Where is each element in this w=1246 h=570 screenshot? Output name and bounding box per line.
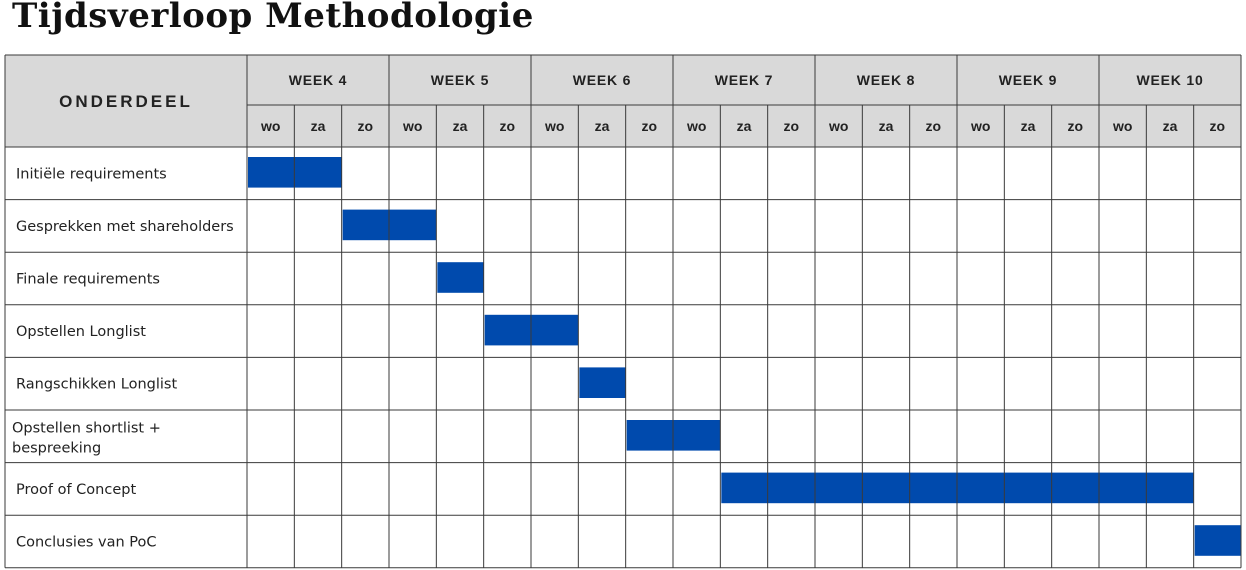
header-background [5,55,1241,147]
task-label: Opstellen Longlist [16,324,146,340]
day-label: wo [544,118,564,134]
day-label: za [1021,118,1036,134]
day-label: wo [970,118,990,134]
task-label: Opstellen shortlist + bespreeking [12,420,161,456]
task-bar [579,367,626,398]
day-label: zo [358,118,374,134]
day-label: zo [1068,118,1084,134]
task-label: Proof of Concept [16,482,136,498]
task-label: Rangschikken Longlist [16,377,177,393]
day-label: zo [784,118,800,134]
day-label: za [1163,118,1178,134]
week-label: WEEK 8 [857,72,915,88]
task-label: Conclusies van PoC [16,535,157,551]
day-label: wo [828,118,848,134]
day-label: za [595,118,610,134]
day-label: wo [1112,118,1132,134]
week-label: WEEK 7 [715,72,773,88]
task-bar [1194,525,1241,556]
task-bar [437,262,484,293]
day-label: za [879,118,894,134]
day-label: za [311,118,326,134]
row-header-label: ONDERDEEL [59,92,193,111]
task-label: Initiële requirements [16,166,167,182]
day-label: za [737,118,752,134]
task-label: Finale requirements [16,272,160,288]
day-label: zo [1210,118,1226,134]
day-label: za [453,118,468,134]
page-title: Tijdsverloop Methodologie [12,0,534,36]
day-label: zo [500,118,516,134]
week-label: WEEK 5 [431,72,489,88]
week-label: WEEK 6 [573,72,631,88]
day-label: wo [402,118,422,134]
day-label: zo [926,118,942,134]
task-label: Gesprekken met shareholders [16,219,234,235]
week-label: WEEK 10 [1136,72,1203,88]
day-label: wo [686,118,706,134]
week-label: WEEK 4 [289,72,347,88]
day-label: zo [642,118,658,134]
day-label: wo [260,118,280,134]
week-label: WEEK 9 [999,72,1057,88]
